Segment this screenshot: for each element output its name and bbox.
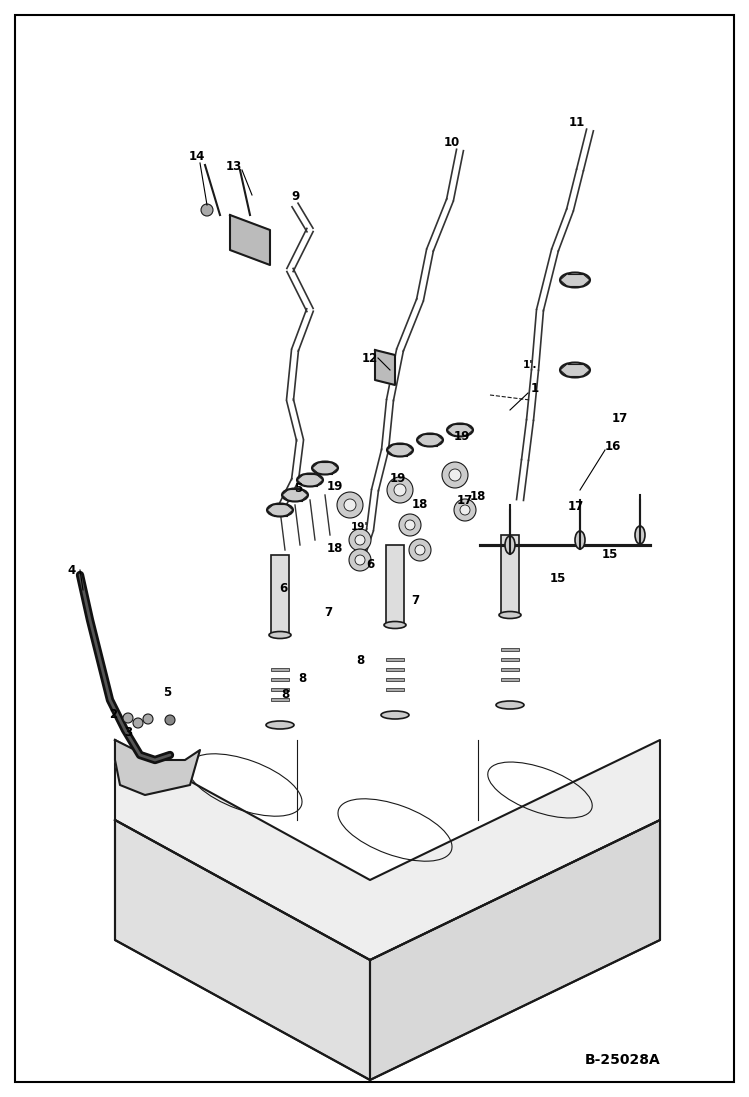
Text: 2: 2 (109, 709, 117, 722)
Text: 18: 18 (470, 490, 486, 504)
Text: 5: 5 (163, 687, 171, 700)
Circle shape (349, 548, 371, 572)
Bar (501, 678, 519, 681)
Bar (271, 668, 289, 671)
Bar (501, 648, 519, 651)
Bar (386, 668, 404, 671)
Ellipse shape (447, 423, 473, 437)
Text: 6: 6 (366, 558, 374, 572)
Text: 15: 15 (601, 548, 618, 562)
Text: 19: 19 (454, 430, 470, 442)
Text: 8: 8 (356, 654, 364, 667)
Ellipse shape (381, 711, 409, 719)
Bar (271, 555, 289, 635)
Text: 4: 4 (68, 564, 76, 577)
Text: 3: 3 (124, 725, 132, 738)
Ellipse shape (282, 488, 308, 501)
Ellipse shape (269, 632, 291, 638)
Text: 18: 18 (327, 542, 343, 554)
Circle shape (460, 505, 470, 514)
Ellipse shape (266, 721, 294, 730)
Text: 15: 15 (550, 572, 566, 585)
Bar (501, 668, 519, 671)
Bar (386, 658, 404, 661)
Text: B-25028A: B-25028A (584, 1053, 660, 1067)
Circle shape (399, 514, 421, 536)
Ellipse shape (387, 443, 413, 456)
Text: 18: 18 (412, 498, 428, 511)
Polygon shape (115, 819, 660, 1081)
Ellipse shape (560, 272, 590, 287)
Text: 14: 14 (189, 150, 205, 163)
Text: 17: 17 (612, 411, 628, 425)
Text: 19: 19 (327, 480, 343, 494)
Circle shape (394, 484, 406, 496)
Circle shape (337, 491, 363, 518)
Text: 5: 5 (294, 482, 302, 495)
Ellipse shape (499, 611, 521, 619)
Ellipse shape (575, 531, 585, 548)
Ellipse shape (635, 525, 645, 544)
Circle shape (165, 715, 175, 725)
Text: 16: 16 (604, 441, 621, 453)
Text: 8: 8 (281, 689, 289, 701)
Text: 10: 10 (444, 136, 460, 148)
Ellipse shape (297, 474, 323, 486)
Circle shape (415, 545, 425, 555)
Ellipse shape (384, 622, 406, 629)
Text: 7: 7 (324, 606, 332, 619)
Bar (386, 545, 404, 625)
Polygon shape (115, 740, 200, 795)
Circle shape (454, 499, 476, 521)
Polygon shape (375, 350, 395, 385)
Text: 11: 11 (569, 115, 585, 128)
Text: 19': 19' (351, 522, 369, 532)
Ellipse shape (417, 433, 443, 446)
Text: 17: 17 (568, 500, 584, 513)
Bar (271, 688, 289, 691)
Bar (386, 688, 404, 691)
Circle shape (449, 470, 461, 480)
Circle shape (123, 713, 133, 723)
Text: 1'.: 1'. (523, 360, 537, 370)
Bar (271, 678, 289, 681)
Text: 8: 8 (298, 671, 306, 685)
Text: 19: 19 (389, 472, 406, 485)
Circle shape (344, 499, 356, 511)
Polygon shape (370, 819, 660, 1081)
Circle shape (349, 529, 371, 551)
Ellipse shape (560, 362, 590, 377)
Text: 6: 6 (279, 581, 287, 595)
Text: 7: 7 (411, 593, 419, 607)
Polygon shape (115, 740, 660, 960)
Text: 13: 13 (226, 160, 242, 173)
Polygon shape (115, 819, 370, 1081)
Ellipse shape (496, 701, 524, 709)
Circle shape (143, 714, 153, 724)
Bar (501, 535, 519, 615)
Ellipse shape (312, 462, 338, 475)
Circle shape (133, 719, 143, 728)
Circle shape (201, 204, 213, 216)
Circle shape (387, 477, 413, 504)
Circle shape (355, 535, 365, 545)
Bar (271, 698, 289, 701)
Circle shape (409, 539, 431, 561)
Bar (386, 678, 404, 681)
Circle shape (405, 520, 415, 530)
Text: 17: 17 (457, 494, 473, 507)
Text: 12: 12 (362, 351, 378, 364)
Ellipse shape (505, 536, 515, 554)
Polygon shape (230, 215, 270, 265)
Circle shape (442, 462, 468, 488)
Text: 1: 1 (531, 382, 539, 395)
Bar (501, 658, 519, 661)
Text: 9: 9 (291, 190, 299, 203)
Ellipse shape (267, 504, 293, 517)
Circle shape (355, 555, 365, 565)
